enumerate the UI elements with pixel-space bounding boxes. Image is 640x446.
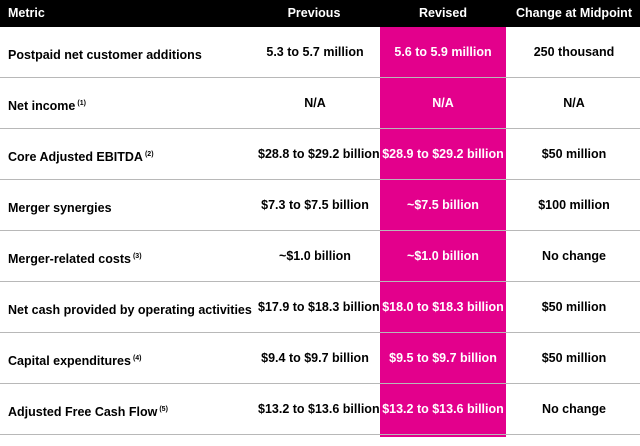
header-revised: Revised — [419, 6, 467, 20]
footnote-marker: (1) — [77, 100, 86, 107]
row-revised: $9.5 to $9.7 billion — [389, 351, 497, 365]
row-change: N/A — [563, 96, 585, 110]
table-row: Core Adjusted EBITDA (2) $28.8 to $29.2 b… — [0, 129, 640, 180]
row-change: $50 million — [541, 351, 607, 365]
revised-column-highlight — [380, 27, 506, 437]
row-metric: Merger-related costs (3) — [8, 231, 142, 282]
row-metric: Capital expenditures (4) — [8, 333, 142, 384]
metric-label: Adjusted Free Cash Flow — [8, 405, 158, 419]
row-previous: $28.8 to $29.2 billion — [258, 147, 380, 161]
row-change: $50 million — [541, 147, 607, 161]
metric-label: Merger synergies — [8, 201, 112, 215]
row-divider — [0, 77, 640, 78]
row-divider — [0, 179, 640, 180]
row-metric: Postpaid net customer additions — [8, 27, 204, 78]
table-row: Merger-related costs (3) ~$1.0 billion ~$… — [0, 231, 640, 282]
row-revised: $28.9 to $29.2 billion — [382, 147, 504, 161]
row-previous: $13.2 to $13.6 billion — [258, 402, 380, 416]
row-divider — [0, 332, 640, 333]
header-metric: Metric — [8, 6, 45, 20]
row-previous: 5.3 to 5.7 million — [266, 45, 364, 59]
table-row: Net cash provided by operating activitie… — [0, 282, 640, 333]
table-row: Merger synergies $7.3 to $7.5 billion ~$… — [0, 180, 640, 231]
row-change: $50 million — [541, 300, 607, 314]
row-revised: ~$7.5 billion — [407, 198, 479, 212]
footnote-marker: (4) — [132, 355, 142, 362]
metric-label: Capital expenditures — [8, 354, 131, 368]
table-row: Postpaid net customer additions 5.3 to 5… — [0, 27, 640, 78]
table-row: Net income (1) N/A N/A N/A — [0, 78, 640, 129]
metric-label: Merger-related costs — [8, 252, 131, 266]
row-change: No change — [542, 249, 606, 263]
row-divider — [0, 383, 640, 384]
row-previous: $17.9 to $18.3 billion — [258, 300, 380, 314]
row-metric: Adjusted Free Cash Flow (5) — [8, 384, 168, 435]
row-change: 250 thousand — [533, 45, 615, 59]
row-divider — [0, 434, 640, 435]
footnote-marker: (2) — [144, 151, 154, 158]
row-revised: 5.6 to 5.9 million — [394, 45, 492, 59]
table-row: Capital expenditures (4) $9.4 to $9.7 bil… — [0, 333, 640, 384]
row-revised: $13.2 to $13.6 billion — [382, 402, 504, 416]
row-revised: ~$1.0 billion — [407, 249, 479, 263]
table-header: Metric Previous Revised Change at Midpoi… — [0, 0, 640, 27]
row-previous: N/A — [304, 96, 326, 110]
row-change: $100 million — [538, 198, 610, 212]
metric-label: Net income — [8, 99, 76, 113]
metric-label: Core Adjusted EBITDA — [8, 150, 143, 164]
header-previous: Previous — [287, 6, 341, 20]
header-change-at-midpoint: Change at Midpoint — [516, 6, 632, 20]
table-row: Adjusted Free Cash Flow (5) $13.2 to $13.… — [0, 384, 640, 435]
metric-label: Postpaid net customer additions — [8, 48, 202, 62]
row-revised: $18.0 to $18.3 billion — [382, 300, 504, 314]
row-metric: Core Adjusted EBITDA (2) — [8, 129, 154, 180]
row-previous: ~$1.0 billion — [279, 249, 351, 263]
row-change: No change — [542, 402, 606, 416]
footnote-marker: (3) — [132, 253, 142, 260]
row-metric: Net income (1) — [8, 78, 86, 129]
row-previous: $7.3 to $7.5 billion — [261, 198, 369, 212]
row-revised: N/A — [432, 96, 454, 110]
metric-label: Net cash provided by operating activitie… — [8, 303, 252, 317]
row-divider — [0, 128, 640, 129]
row-metric: Merger synergies — [8, 180, 114, 231]
row-metric: Net cash provided by operating activitie… — [8, 282, 254, 333]
row-previous: $9.4 to $9.7 billion — [261, 351, 369, 365]
row-divider — [0, 230, 640, 231]
footnote-marker: (5) — [159, 406, 168, 413]
row-divider — [0, 281, 640, 282]
